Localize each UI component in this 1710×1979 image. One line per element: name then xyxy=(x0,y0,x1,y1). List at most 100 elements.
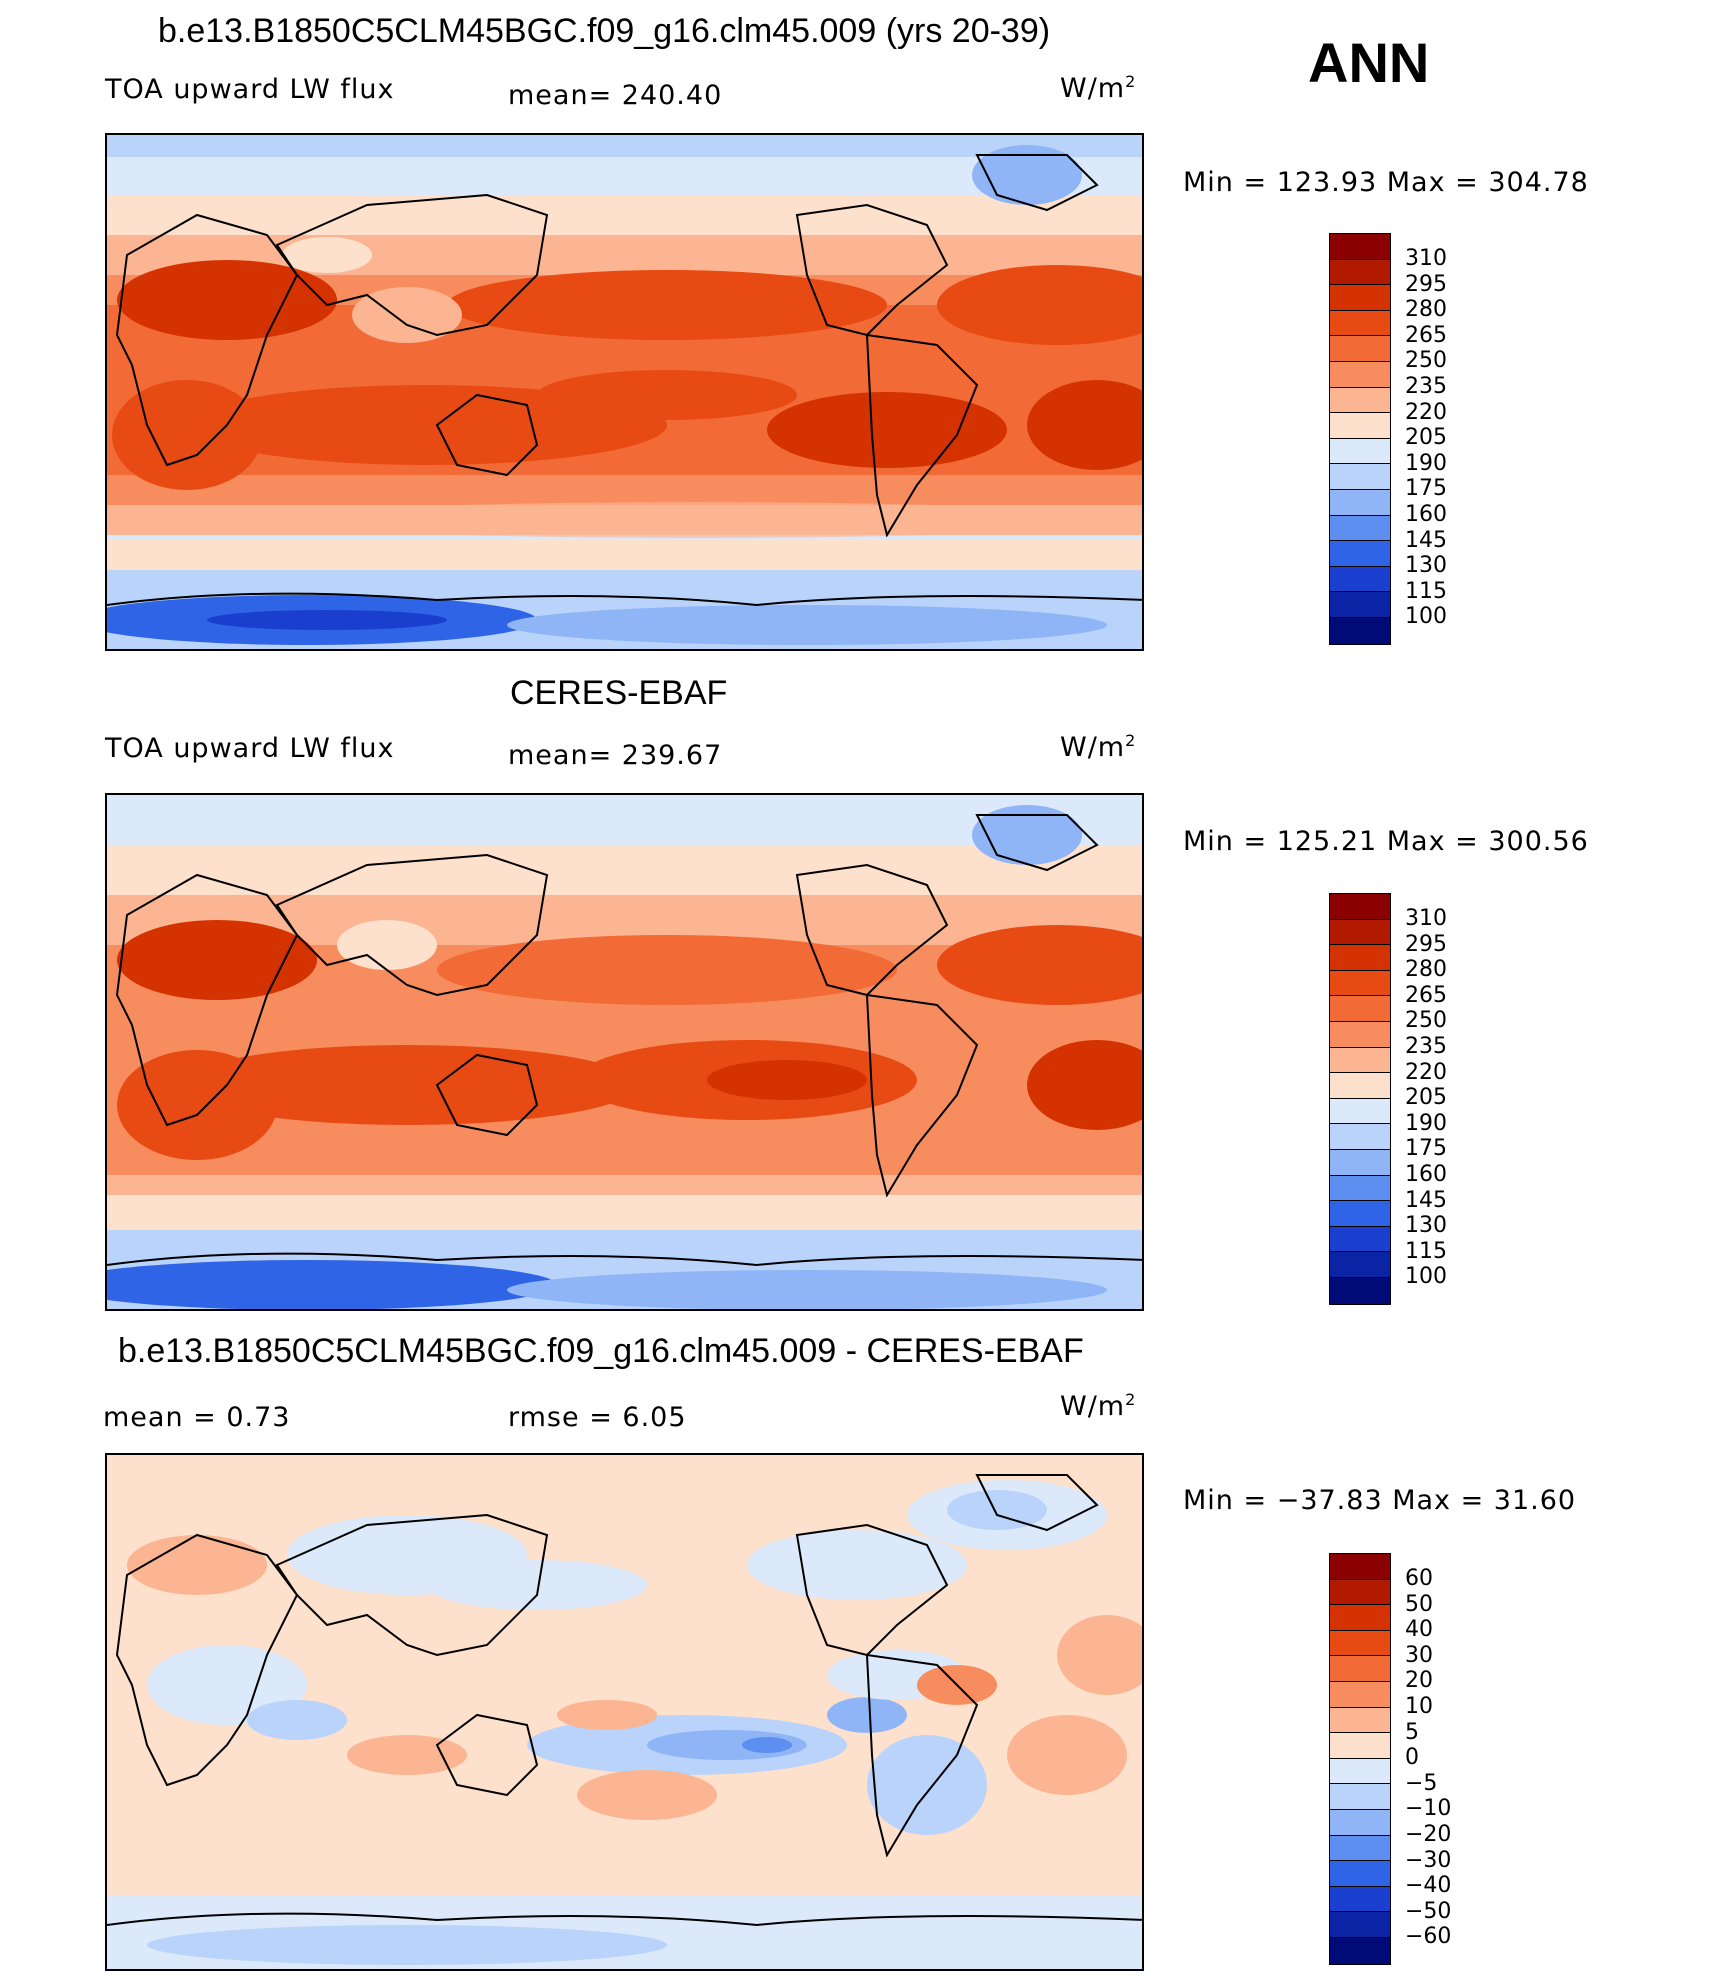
colorbar-tick-label: 175 xyxy=(1405,1136,1447,1162)
colorbar-segment xyxy=(1330,617,1390,644)
colorbar-tick-label: 220 xyxy=(1405,1059,1447,1085)
colorbar-segment xyxy=(1330,234,1390,260)
panel-3-field xyxy=(107,1455,1142,1969)
colorbar-tick-label: 115 xyxy=(1405,1238,1447,1264)
colorbar-segment xyxy=(1330,1681,1390,1708)
colorbar-tick-label: −50 xyxy=(1405,1898,1452,1924)
colorbar-segment xyxy=(1330,413,1390,439)
colorbar-tick-label: 295 xyxy=(1405,931,1447,957)
colorbar-tick-label: 160 xyxy=(1405,1161,1447,1187)
colorbar-tick-label: 175 xyxy=(1405,476,1447,502)
colorbar-segment xyxy=(1330,945,1390,971)
colorbar-segment xyxy=(1330,1912,1390,1938)
colorbar-tick-label: 205 xyxy=(1405,1085,1447,1111)
panel-2-field xyxy=(107,795,1142,1309)
colorbar-tick-label: 50 xyxy=(1405,1591,1433,1617)
colorbar-segment xyxy=(1330,1605,1390,1631)
panel-1-colorbar-labels: 310 295 280 265 250 235 220 205 190 175 160 145 130 1… xyxy=(1405,246,1447,630)
panel-3-colorbar-labels: 60 50 40 30 20 10 5 0 −5 −10 −20 −30 −40 −50 −60 xyxy=(1405,1566,1451,1950)
colorbar-segment xyxy=(1330,310,1390,337)
colorbar-segment xyxy=(1330,1098,1390,1125)
colorbar-segment xyxy=(1330,1579,1390,1606)
colorbar-tick-label: −5 xyxy=(1405,1770,1438,1796)
colorbar-tick-label: 115 xyxy=(1405,578,1447,604)
colorbar-segment xyxy=(1330,1252,1390,1278)
panel-3-colorbar xyxy=(1329,1553,1391,1965)
colorbar-segment xyxy=(1330,438,1390,465)
colorbar-segment xyxy=(1330,1937,1390,1964)
colorbar-tick-label: −40 xyxy=(1405,1873,1452,1899)
colorbar-segment xyxy=(1330,1886,1390,1913)
colorbar-segment xyxy=(1330,336,1390,362)
colorbar-segment xyxy=(1330,515,1390,542)
colorbar-tick-label: 10 xyxy=(1405,1693,1433,1719)
colorbar-tick-label: 145 xyxy=(1405,527,1447,553)
colorbar-segment xyxy=(1330,361,1390,388)
panel-1-units: W/m2 xyxy=(1060,72,1137,104)
colorbar-segment xyxy=(1330,1835,1390,1862)
panel-3-mean-label: mean = 0.73 xyxy=(103,1402,291,1433)
colorbar-tick-label: 100 xyxy=(1405,604,1447,630)
colorbar-segment xyxy=(1330,1073,1390,1099)
panel-2-variable-label: TOA upward LW flux xyxy=(105,733,395,764)
panel-1-mean-label: mean= 240.40 xyxy=(508,80,723,111)
colorbar-tick-label: 235 xyxy=(1405,1033,1447,1059)
colorbar-tick-label: 295 xyxy=(1405,271,1447,297)
colorbar-tick-label: 30 xyxy=(1405,1642,1433,1668)
colorbar-segment xyxy=(1330,919,1390,946)
panel-1-title: b.e13.B1850C5CLM45BGC.f09_g16.clm45.009 … xyxy=(158,12,1051,50)
colorbar-segment xyxy=(1330,1226,1390,1253)
panel-1-map xyxy=(105,133,1144,651)
colorbar-tick-label: 205 xyxy=(1405,425,1447,451)
panel-2-units: W/m2 xyxy=(1060,731,1137,763)
panel-2-mean-label: mean= 239.67 xyxy=(508,740,723,771)
colorbar-segment xyxy=(1330,1758,1390,1785)
panel-1-variable-label: TOA upward LW flux xyxy=(105,74,395,105)
panel-2-map xyxy=(105,793,1144,1311)
colorbar-segment xyxy=(1330,285,1390,311)
colorbar-tick-label: 130 xyxy=(1405,1213,1447,1239)
colorbar-tick-label: 250 xyxy=(1405,1008,1447,1034)
colorbar-tick-label: 5 xyxy=(1405,1719,1419,1745)
colorbar-segment xyxy=(1330,1707,1390,1734)
colorbar-segment xyxy=(1330,1021,1390,1048)
panel-2-minmax: Min = 125.21 Max = 300.56 xyxy=(1183,826,1589,857)
colorbar-segment xyxy=(1330,1175,1390,1202)
panel-3-minmax: Min = −37.83 Max = 31.60 xyxy=(1183,1485,1577,1516)
colorbar-segment xyxy=(1330,259,1390,286)
panel-3-rmse-label: rmse = 6.05 xyxy=(508,1402,687,1433)
panel-3-units: W/m2 xyxy=(1060,1390,1137,1422)
colorbar-segment xyxy=(1330,566,1390,593)
colorbar-segment xyxy=(1330,1733,1390,1759)
colorbar-segment xyxy=(1330,489,1390,516)
colorbar-tick-label: 310 xyxy=(1405,246,1447,271)
colorbar-tick-label: 265 xyxy=(1405,982,1447,1008)
panel-1-colorbar xyxy=(1329,233,1391,645)
panel-3-title: b.e13.B1850C5CLM45BGC.f09_g16.clm45.009 … xyxy=(118,1332,1084,1370)
panel-1-minmax: Min = 123.93 Max = 304.78 xyxy=(1183,167,1589,198)
colorbar-tick-label: 220 xyxy=(1405,399,1447,425)
colorbar-segment xyxy=(1330,1630,1390,1657)
panel-2-title: CERES-EBAF xyxy=(510,674,728,712)
colorbar-tick-label: 190 xyxy=(1405,1110,1447,1136)
colorbar-segment xyxy=(1330,1656,1390,1682)
colorbar-tick-label: 160 xyxy=(1405,501,1447,527)
colorbar-segment xyxy=(1330,1201,1390,1227)
colorbar-tick-label: 0 xyxy=(1405,1745,1419,1771)
colorbar-segment xyxy=(1330,1809,1390,1836)
colorbar-tick-label: 40 xyxy=(1405,1617,1433,1643)
colorbar-segment xyxy=(1330,464,1390,490)
colorbar-tick-label: 235 xyxy=(1405,373,1447,399)
colorbar-segment xyxy=(1330,1861,1390,1887)
colorbar-tick-label: 280 xyxy=(1405,957,1447,983)
colorbar-segment xyxy=(1330,1047,1390,1074)
colorbar-tick-label: 250 xyxy=(1405,348,1447,374)
colorbar-segment xyxy=(1330,970,1390,997)
colorbar-segment xyxy=(1330,1149,1390,1176)
colorbar-segment xyxy=(1330,387,1390,414)
colorbar-segment xyxy=(1330,1277,1390,1304)
panel-3-map xyxy=(105,1453,1144,1971)
colorbar-tick-label: 20 xyxy=(1405,1668,1433,1694)
colorbar-segment xyxy=(1330,1784,1390,1810)
colorbar-tick-label: 60 xyxy=(1405,1566,1433,1591)
